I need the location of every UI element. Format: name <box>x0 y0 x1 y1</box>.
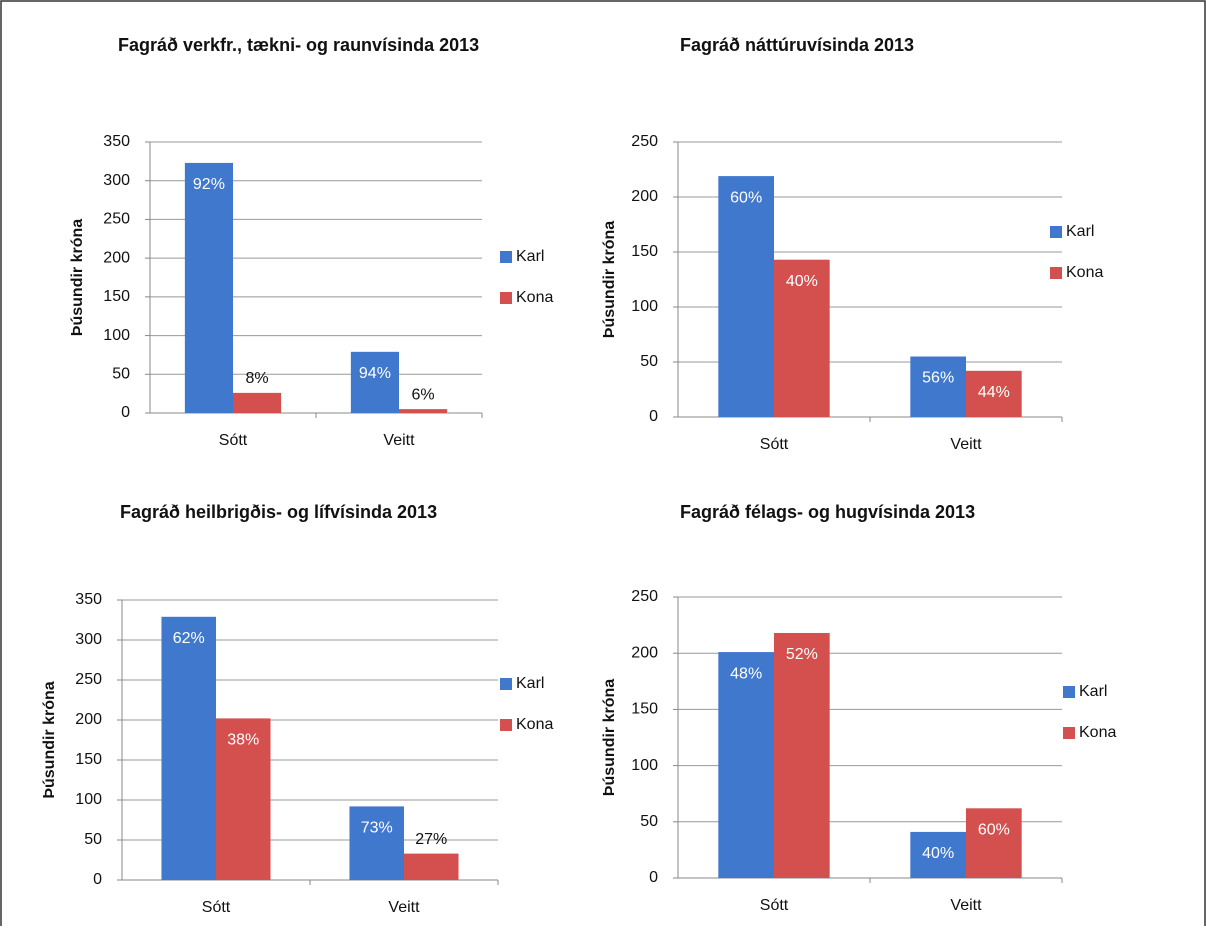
y-tick-label: 350 <box>103 133 130 150</box>
chart-title: Fagráð félags- og hugvísinda 2013 <box>680 502 975 522</box>
y-tick-label: 300 <box>75 631 102 648</box>
data-label: 92% <box>193 176 225 193</box>
legend-label: Kona <box>516 716 553 733</box>
bar <box>349 806 404 880</box>
x-tick-label: Veitt <box>950 897 982 914</box>
y-tick-label: 150 <box>631 243 658 260</box>
bar <box>910 356 966 417</box>
y-tick-label: 150 <box>103 288 130 305</box>
legend-swatch <box>1063 686 1075 698</box>
legend-label: Karl <box>1079 683 1107 700</box>
y-tick-label: 150 <box>75 751 102 768</box>
legend-swatch <box>500 678 512 690</box>
data-label: 60% <box>730 189 762 206</box>
data-label: 38% <box>227 732 259 749</box>
y-axis-label: Þúsundir króna <box>41 681 58 798</box>
bar <box>216 718 271 880</box>
bar <box>718 652 774 878</box>
y-tick-label: 250 <box>75 671 102 688</box>
bar <box>233 392 282 413</box>
legend-swatch <box>500 719 512 731</box>
chart-title: Fagráð verkfr., tækni- og raunvísinda 20… <box>118 35 479 55</box>
data-label: 56% <box>922 370 954 387</box>
y-tick-label: 0 <box>649 408 658 425</box>
y-tick-label: 100 <box>103 327 130 344</box>
legend-label: Kona <box>516 289 553 306</box>
legend-label: Karl <box>516 675 544 692</box>
y-tick-label: 200 <box>631 188 658 205</box>
legend-label: Kona <box>1066 264 1103 281</box>
x-tick-label: Sótt <box>202 899 231 916</box>
y-tick-label: 50 <box>640 813 658 830</box>
bar <box>350 351 399 413</box>
data-label: 27% <box>415 831 447 848</box>
x-tick-label: Sótt <box>760 436 789 453</box>
data-label: 6% <box>412 386 435 403</box>
x-tick-label: Sótt <box>760 897 789 914</box>
data-label: 73% <box>361 820 393 837</box>
y-tick-label: 100 <box>631 757 658 774</box>
y-tick-label: 50 <box>112 366 130 383</box>
data-label: 40% <box>786 273 818 290</box>
x-tick-label: Veitt <box>950 436 982 453</box>
x-tick-label: Veitt <box>388 899 420 916</box>
data-label: 40% <box>922 845 954 862</box>
bar <box>774 632 830 878</box>
data-label: 48% <box>730 665 762 682</box>
y-tick-label: 50 <box>640 353 658 370</box>
legend-swatch <box>500 292 512 304</box>
y-tick-label: 0 <box>121 404 130 421</box>
y-tick-label: 200 <box>75 711 102 728</box>
y-tick-label: 200 <box>103 249 130 266</box>
bar <box>161 616 216 880</box>
chart-title: Fagráð náttúruvísinda 2013 <box>680 35 914 55</box>
data-label: 94% <box>359 365 391 382</box>
y-tick-label: 200 <box>631 644 658 661</box>
y-tick-label: 100 <box>631 298 658 315</box>
x-tick-label: Veitt <box>383 432 415 449</box>
legend-swatch <box>1050 267 1062 279</box>
data-label: 60% <box>978 822 1010 839</box>
bar <box>966 370 1022 417</box>
y-tick-label: 250 <box>103 211 130 228</box>
y-tick-label: 150 <box>631 701 658 718</box>
y-tick-label: 300 <box>103 172 130 189</box>
data-label: 52% <box>786 646 818 663</box>
legend-label: Kona <box>1079 724 1116 741</box>
bar <box>399 409 448 413</box>
data-label: 62% <box>173 630 205 647</box>
legend-swatch <box>1050 226 1062 238</box>
y-axis-label: Þúsundir króna <box>601 221 618 338</box>
data-label: 44% <box>978 384 1010 401</box>
bar <box>774 259 830 417</box>
y-tick-label: 250 <box>631 133 658 150</box>
legend-swatch <box>1063 727 1075 739</box>
legend-label: Karl <box>1066 223 1094 240</box>
bar <box>404 853 459 880</box>
y-tick-label: 0 <box>93 871 102 888</box>
x-tick-label: Sótt <box>219 432 248 449</box>
chart-title: Fagráð heilbrigðis- og lífvísinda 2013 <box>120 502 437 522</box>
y-axis-label: Þúsundir króna <box>601 679 618 796</box>
y-tick-label: 50 <box>84 831 102 848</box>
y-tick-label: 350 <box>75 591 102 608</box>
bar <box>718 176 774 417</box>
data-label: 8% <box>246 370 269 387</box>
bar <box>966 808 1022 878</box>
y-tick-label: 0 <box>649 869 658 886</box>
y-tick-label: 100 <box>75 791 102 808</box>
legend-swatch <box>500 251 512 263</box>
y-axis-label: Þúsundir króna <box>69 219 86 336</box>
bar <box>910 831 966 878</box>
legend-label: Karl <box>516 248 544 265</box>
y-tick-label: 250 <box>631 588 658 605</box>
bar <box>184 162 233 413</box>
